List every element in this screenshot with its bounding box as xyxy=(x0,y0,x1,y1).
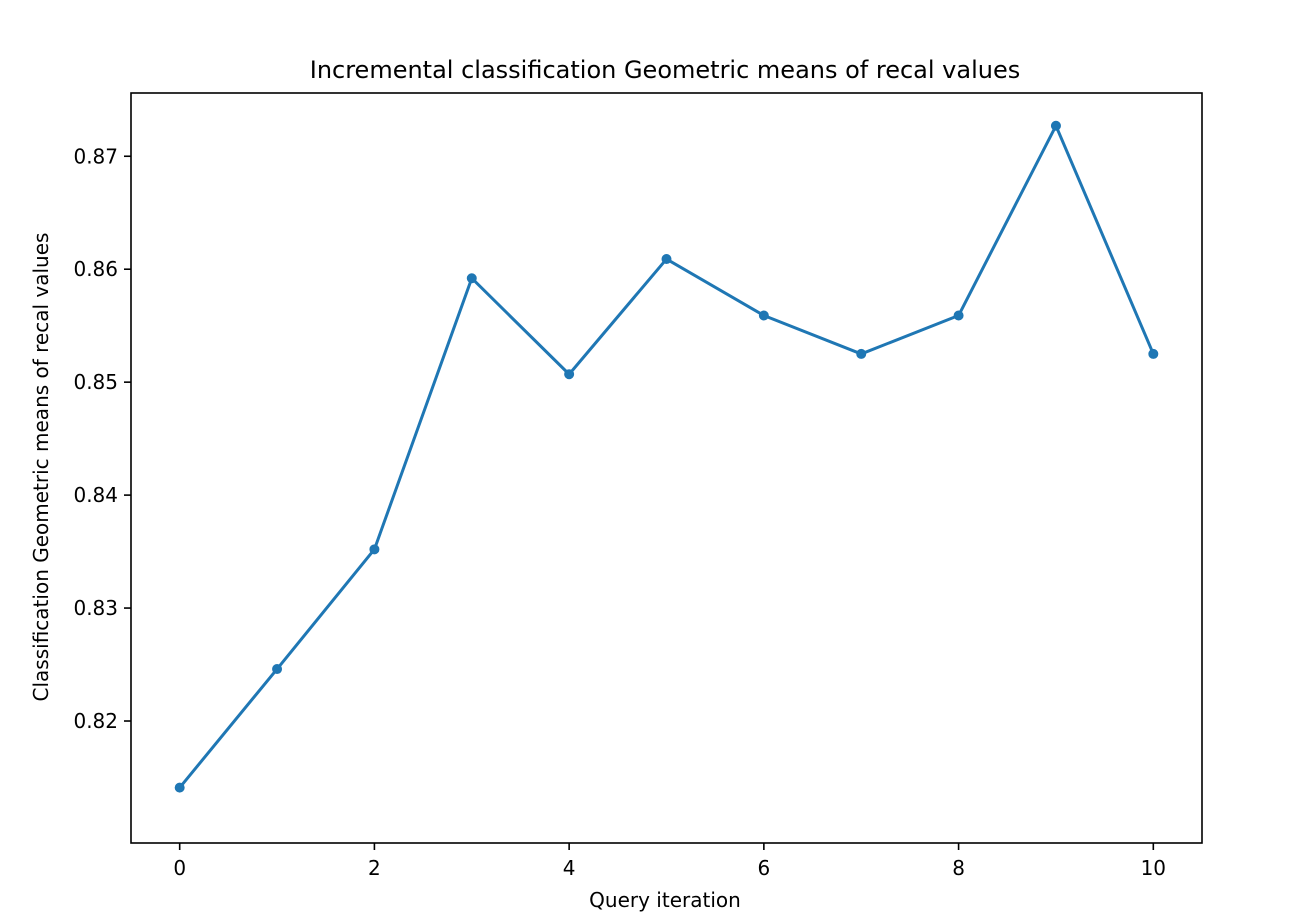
x-tick-label: 8 xyxy=(952,856,965,880)
x-tick-label: 2 xyxy=(368,856,381,880)
data-point xyxy=(272,664,283,675)
chart-title: Incremental classification Geometric mea… xyxy=(310,56,1021,84)
data-point xyxy=(661,254,672,265)
data-point xyxy=(174,782,185,793)
y-axis-ticks: 0.82 0.83 0.84 0.85 0.86 0.87 xyxy=(73,144,131,733)
data-point xyxy=(564,369,575,380)
data-point xyxy=(1050,120,1061,131)
data-point xyxy=(856,348,867,359)
y-tick-label: 0.83 xyxy=(73,596,118,620)
y-tick-label: 0.87 xyxy=(73,144,118,168)
y-axis-label: Classification Geometric means of recal … xyxy=(29,233,53,702)
x-tick-label: 10 xyxy=(1141,856,1166,880)
y-tick-label: 0.82 xyxy=(73,709,118,733)
series-line xyxy=(177,124,1156,790)
x-tick-label: 4 xyxy=(563,856,576,880)
data-point xyxy=(953,310,964,321)
data-point xyxy=(758,310,769,321)
data-point xyxy=(466,273,477,284)
plot-area xyxy=(130,92,1203,844)
y-tick-label: 0.85 xyxy=(73,370,118,394)
y-tick-label: 0.86 xyxy=(73,257,118,281)
data-point xyxy=(1148,348,1159,359)
x-tick-label: 6 xyxy=(757,856,770,880)
plot-frame xyxy=(130,92,1203,844)
data-point xyxy=(369,544,380,555)
y-tick-label: 0.84 xyxy=(73,483,118,507)
x-axis-ticks: 0 2 4 6 8 10 xyxy=(173,843,1166,880)
x-axis-label: Query iteration xyxy=(589,888,741,912)
x-tick-label: 0 xyxy=(173,856,186,880)
